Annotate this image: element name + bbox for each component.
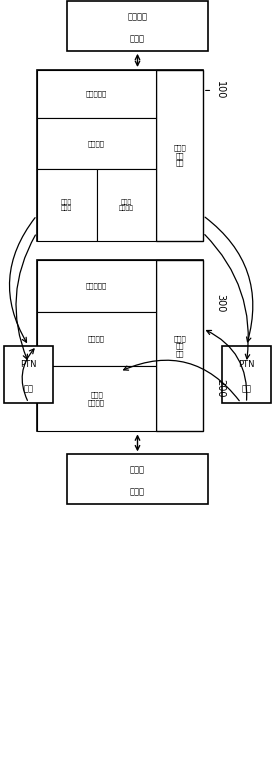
Text: 控制器: 控制器 <box>130 487 145 496</box>
Bar <box>156 70 203 241</box>
Text: 路径选择: 路径选择 <box>88 141 105 147</box>
Text: 业务二转发: 业务二转发 <box>86 283 107 290</box>
Bar <box>156 261 203 432</box>
Text: 业务二
承载
电路: 业务二 承载 电路 <box>173 335 186 357</box>
Text: 控制器: 控制器 <box>130 34 145 43</box>
Bar <box>37 312 156 367</box>
Text: 业务一
转发路径: 业务一 转发路径 <box>119 199 134 212</box>
Bar <box>67 2 208 51</box>
Text: 200: 200 <box>215 380 225 398</box>
Bar <box>37 70 156 118</box>
Bar <box>4 346 53 403</box>
Text: 业务二
保护路径: 业务二 保护路径 <box>88 392 105 406</box>
Text: 业务一转发: 业务一转发 <box>86 91 107 97</box>
Bar <box>37 170 97 241</box>
Text: PTN: PTN <box>20 360 37 368</box>
Text: 流量主调: 流量主调 <box>128 13 147 21</box>
Text: 业务二: 业务二 <box>130 465 145 474</box>
Bar <box>222 346 271 403</box>
Bar <box>37 70 203 241</box>
Bar <box>37 261 203 432</box>
Text: 路径选择: 路径选择 <box>88 335 105 342</box>
Text: 300: 300 <box>215 294 225 312</box>
Text: 节点: 节点 <box>24 384 34 393</box>
Bar <box>37 118 156 170</box>
Text: 业务一
保护组: 业务一 保护组 <box>61 199 72 212</box>
Bar <box>67 455 208 503</box>
Text: 100: 100 <box>215 81 225 99</box>
Text: 业务一
承载
电路: 业务一 承载 电路 <box>173 144 186 167</box>
Bar <box>37 367 156 432</box>
Bar <box>37 261 156 312</box>
Text: PTN: PTN <box>238 360 255 368</box>
Bar <box>97 170 156 241</box>
Text: 节点: 节点 <box>241 384 251 393</box>
